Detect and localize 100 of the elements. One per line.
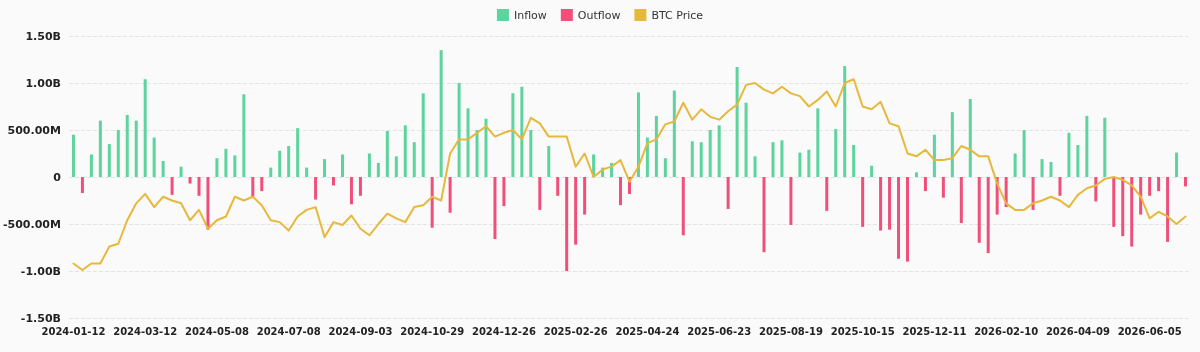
x-tick-label: 2025-04-24: [615, 325, 680, 337]
bar: [296, 128, 300, 177]
bar: [663, 158, 667, 177]
bar: [906, 177, 909, 262]
y-tick-label: -1.50B: [20, 311, 61, 325]
bar: [161, 161, 165, 177]
bar: [619, 177, 623, 206]
bar: [188, 177, 192, 184]
bar: [107, 144, 111, 177]
x-tick-label: 2025-08-19: [758, 325, 823, 337]
bar: [1022, 130, 1026, 177]
bar: [340, 154, 344, 177]
bar: [807, 149, 811, 177]
bar: [170, 177, 174, 195]
bar: [421, 93, 425, 177]
bar: [825, 177, 829, 211]
bar: [1076, 145, 1080, 177]
x-tick-label: 2026-04-09: [1045, 325, 1110, 337]
bar: [305, 167, 309, 177]
bar: [358, 177, 362, 196]
bar: [861, 177, 865, 227]
bar: [430, 177, 434, 228]
y-tick-label: 0: [53, 170, 62, 184]
bar: [870, 165, 874, 177]
x-tick-label: 2025-02-26: [543, 325, 608, 337]
bar: [1175, 152, 1179, 177]
y-tick-label: -500.00M: [2, 217, 61, 231]
bar: [224, 148, 228, 177]
bar: [1112, 177, 1116, 227]
bar: [89, 154, 93, 177]
bar: [448, 177, 452, 213]
bar: [484, 118, 488, 177]
line-series: [72, 78, 1187, 272]
bar: [152, 137, 156, 177]
x-tick-label: 2026-06-05: [1117, 325, 1182, 337]
bar: [888, 177, 892, 230]
bar: [179, 166, 183, 177]
bar: [699, 142, 703, 177]
bar: [565, 177, 569, 271]
bar: [816, 108, 820, 177]
bar: [726, 177, 730, 209]
bar: [1067, 132, 1071, 177]
bar: [744, 102, 748, 177]
bar: [547, 145, 551, 177]
x-tick-label: 2024-10-29: [400, 325, 465, 337]
bar: [959, 177, 963, 224]
y-tick-label: -1.00B: [20, 264, 61, 278]
bar: [143, 79, 147, 177]
bar: [708, 130, 712, 177]
bar: [206, 177, 210, 230]
bar: [403, 125, 407, 177]
bar: [493, 177, 497, 240]
bar: [80, 177, 84, 193]
bar: [538, 177, 542, 210]
bar: [977, 177, 981, 243]
bar: [466, 108, 470, 177]
bar: [457, 83, 461, 177]
bar: [1184, 177, 1188, 187]
bar: [71, 134, 75, 177]
bar: [914, 172, 918, 177]
bar: [134, 120, 138, 177]
bar: [771, 142, 775, 177]
bar: [950, 112, 954, 177]
bar: [923, 177, 927, 192]
bar: [502, 177, 506, 207]
bar: [583, 177, 587, 215]
bar: [654, 115, 658, 177]
bar: [941, 177, 945, 198]
bar: [1148, 177, 1152, 196]
bar: [852, 145, 856, 177]
legend-label: Outflow: [577, 8, 621, 22]
bar: [780, 140, 784, 177]
bar: [1049, 161, 1053, 177]
bar: [197, 177, 201, 196]
bar: [1013, 153, 1017, 177]
bar: [1040, 159, 1044, 177]
bar: [556, 177, 560, 196]
bar: [278, 150, 282, 177]
bar: [529, 130, 533, 177]
bar: [439, 50, 443, 177]
x-tick-label: 2025-12-11: [902, 325, 967, 337]
bar: [1103, 117, 1107, 177]
bar: [879, 177, 883, 231]
x-tick-label: 2025-10-15: [830, 325, 895, 337]
x-tick-label: 2026-02-10: [974, 325, 1039, 337]
bar: [843, 66, 847, 177]
x-tick-label: 2024-07-08: [256, 325, 321, 337]
bar: [323, 159, 327, 177]
bar: [385, 130, 389, 177]
legend-label: BTC Price: [651, 8, 704, 22]
bar: [1157, 177, 1161, 192]
bar: [251, 177, 255, 197]
y-tick-label: 1.50B: [25, 29, 61, 43]
legend-label: Inflow: [513, 8, 547, 22]
bar: [376, 162, 380, 177]
bar: [1058, 177, 1062, 196]
x-tick-label: 2024-03-12: [113, 325, 178, 337]
bar: [762, 177, 766, 253]
bar: [332, 177, 336, 186]
bar: [897, 177, 901, 259]
